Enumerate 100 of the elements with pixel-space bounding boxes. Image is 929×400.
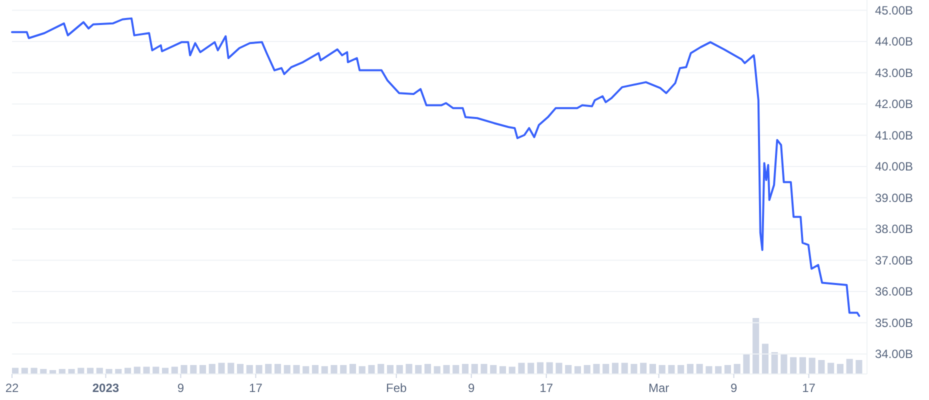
x-tick-label: 22	[5, 381, 19, 395]
bar	[180, 365, 188, 374]
bar	[630, 364, 638, 374]
bar	[330, 365, 338, 374]
bar	[734, 364, 740, 374]
bar	[752, 318, 760, 374]
y-tick-label: 40.00B	[875, 160, 914, 174]
bar	[602, 364, 610, 374]
bar	[274, 364, 282, 374]
bar	[856, 360, 862, 374]
bar	[518, 362, 525, 374]
bar	[480, 364, 488, 374]
bar	[218, 362, 225, 374]
bar	[808, 358, 816, 374]
bar	[340, 365, 347, 374]
bar	[143, 366, 150, 374]
bar	[415, 365, 422, 374]
bar	[686, 364, 694, 374]
bar	[293, 365, 300, 374]
y-tick-label: 34.00B	[875, 347, 914, 362]
bar	[593, 364, 600, 374]
bar	[190, 365, 197, 374]
bar	[828, 362, 834, 374]
bar	[799, 357, 806, 374]
bar	[724, 365, 731, 374]
bar	[471, 364, 478, 374]
bar	[152, 366, 160, 374]
bar	[406, 364, 412, 374]
bar	[771, 352, 778, 374]
bar	[246, 365, 253, 374]
x-tick-label: 17	[802, 381, 816, 395]
bar	[199, 365, 206, 374]
bar	[386, 365, 394, 374]
bar	[265, 364, 272, 374]
bar	[424, 364, 432, 374]
bar	[208, 364, 216, 374]
y-tick-label: 44.00B	[875, 34, 914, 49]
bar	[649, 364, 656, 374]
bar	[621, 362, 628, 374]
bar	[536, 362, 544, 374]
bar	[499, 366, 506, 374]
x-tick-label: 17	[540, 381, 554, 395]
bar	[696, 364, 703, 374]
y-tick-label: 39.00B	[875, 190, 914, 205]
y-tick-label: 38.00B	[875, 222, 914, 236]
bar	[640, 362, 647, 374]
bar	[546, 362, 553, 374]
bar	[171, 366, 178, 374]
bar	[312, 365, 319, 374]
bar	[396, 365, 403, 374]
line-series	[11, 17, 860, 317]
bar	[612, 362, 619, 374]
bar	[462, 364, 469, 374]
bar	[836, 364, 844, 374]
bar	[528, 362, 534, 374]
bar	[321, 366, 328, 374]
bar	[434, 366, 440, 374]
bar	[228, 362, 234, 374]
bar	[256, 365, 262, 374]
bar	[508, 366, 516, 374]
y-tick-label: 42.00B	[875, 97, 914, 112]
bar	[30, 368, 38, 374]
bar	[743, 354, 750, 374]
bar	[780, 354, 788, 374]
bar	[762, 344, 768, 374]
y-tick-label: 45.00B	[875, 3, 914, 18]
bar	[236, 364, 244, 374]
bar	[302, 366, 310, 374]
bar	[134, 366, 140, 374]
bar	[358, 366, 366, 374]
bar	[284, 365, 290, 374]
x-tick-label: Feb	[386, 381, 407, 395]
bar	[790, 357, 797, 374]
bar	[565, 365, 572, 374]
x-tick-label: 9	[468, 381, 475, 395]
y-tick-label: 43.00B	[875, 66, 914, 80]
bar	[443, 365, 450, 374]
x-tick-label: Mar	[648, 381, 670, 395]
bar	[490, 365, 497, 374]
bar	[556, 362, 562, 374]
bar	[584, 365, 590, 374]
x-tick-label: 9	[730, 381, 738, 395]
bar	[452, 365, 460, 374]
bar	[715, 366, 722, 374]
y-tick-label: 41.00B	[875, 128, 914, 142]
y-tick-label: 37.00B	[875, 253, 914, 268]
bar	[678, 365, 684, 374]
x-tick-label: 9	[177, 381, 184, 395]
bar	[68, 368, 75, 374]
x-tick-label: 2023	[92, 381, 120, 395]
bar	[378, 364, 384, 374]
y-tick-label: 35.00B	[875, 316, 914, 330]
bar	[349, 364, 356, 374]
bar	[658, 365, 666, 374]
bar	[668, 365, 675, 374]
bar	[846, 358, 853, 374]
x-tick-label: 17	[249, 381, 263, 395]
y-tick-label: 36.00B	[875, 284, 914, 299]
bar	[706, 366, 712, 374]
bar	[106, 368, 112, 374]
